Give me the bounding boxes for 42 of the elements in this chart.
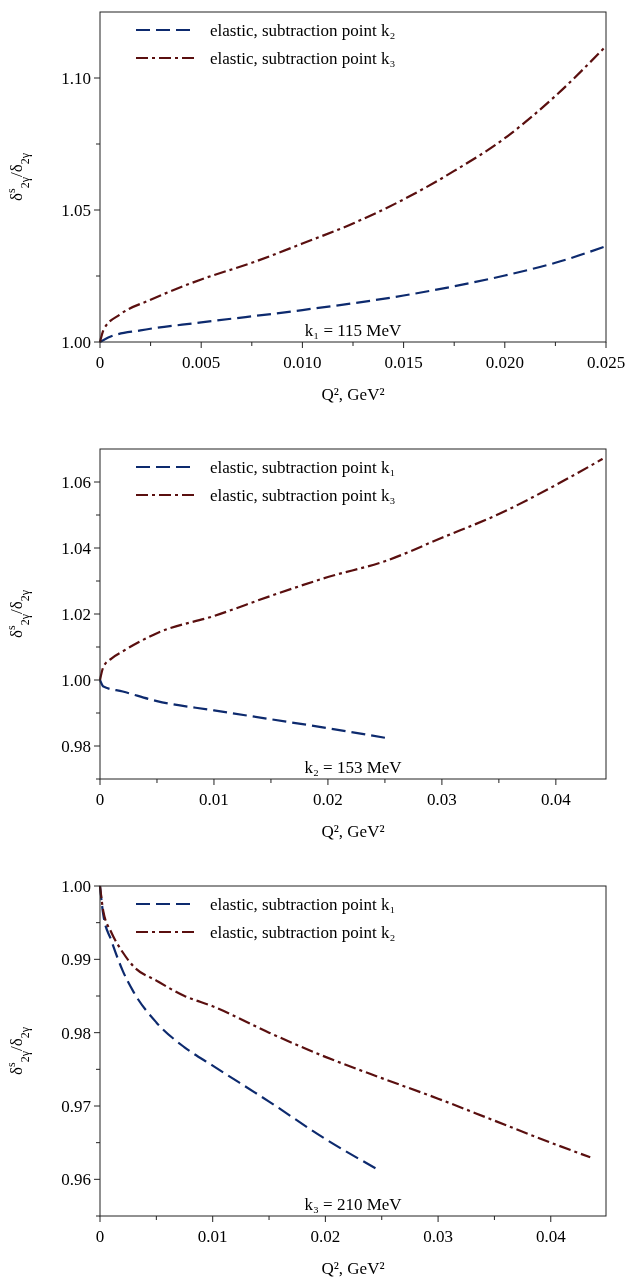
y-tick-label: 1.02 bbox=[61, 605, 91, 624]
y-tick-label: 0.96 bbox=[61, 1170, 91, 1190]
x-tick-label: 0.02 bbox=[310, 1227, 341, 1246]
y-tick-label: 1.06 bbox=[61, 473, 91, 492]
x-axis-title: Q², GeV² bbox=[321, 385, 385, 404]
x-tick-label: 0.01 bbox=[199, 790, 229, 809]
y-tick-label: 0.99 bbox=[61, 950, 91, 970]
x-tick-label: 0.010 bbox=[283, 353, 322, 372]
x-tick-label: 0.04 bbox=[540, 790, 572, 809]
legend-label: elastic, subtraction point k₃ bbox=[210, 49, 396, 68]
y-tick-label: 1.00 bbox=[61, 333, 91, 352]
x-axis-title: Q², GeV² bbox=[321, 822, 385, 841]
x-tick-label: 0.02 bbox=[313, 790, 343, 809]
x-tick-label: 0.015 bbox=[384, 353, 423, 372]
legend-label: elastic, subtraction point k₁ bbox=[210, 458, 396, 477]
x-tick-label: 0.03 bbox=[427, 790, 457, 809]
legend-label: elastic, subtraction point k₃ bbox=[210, 486, 396, 505]
legend-label: elastic, subtraction point k₂ bbox=[210, 923, 396, 942]
x-tick-label: 0 bbox=[95, 790, 105, 809]
annotation: k₃ = 210 MeV bbox=[304, 1195, 403, 1214]
x-tick-label: 0.03 bbox=[423, 1227, 453, 1246]
x-tick-label: 0.005 bbox=[182, 353, 221, 372]
x-tick-label: 0.025 bbox=[586, 353, 625, 372]
y-tick-label: 1.04 bbox=[61, 539, 92, 558]
annotation: k₂ = 153 MeV bbox=[304, 758, 403, 777]
y-tick-label: 1.10 bbox=[61, 69, 91, 88]
y-tick-label: 0.98 bbox=[61, 737, 91, 756]
x-tick-label: 0.04 bbox=[535, 1227, 567, 1246]
y-tick-label: 0.98 bbox=[61, 1023, 91, 1043]
x-tick-label: 0.01 bbox=[197, 1227, 228, 1246]
x-tick-label: 0 bbox=[95, 353, 105, 372]
y-tick-label: 1.00 bbox=[61, 671, 91, 690]
legend-label: elastic, subtraction point k₁ bbox=[210, 895, 396, 914]
y-tick-label: 0.97 bbox=[61, 1097, 92, 1116]
y-tick-label: 1.00 bbox=[61, 877, 91, 896]
line-series bbox=[98, 678, 387, 739]
annotation: k₁ = 115 MeV bbox=[304, 321, 403, 340]
x-tick-label: 0.020 bbox=[485, 353, 524, 372]
legend-label: elastic, subtraction point k₂ bbox=[210, 21, 396, 40]
y-tick-label: 1.05 bbox=[61, 201, 91, 220]
x-axis-title: Q², GeV² bbox=[321, 1259, 385, 1278]
x-tick-label: 0 bbox=[95, 1227, 105, 1246]
